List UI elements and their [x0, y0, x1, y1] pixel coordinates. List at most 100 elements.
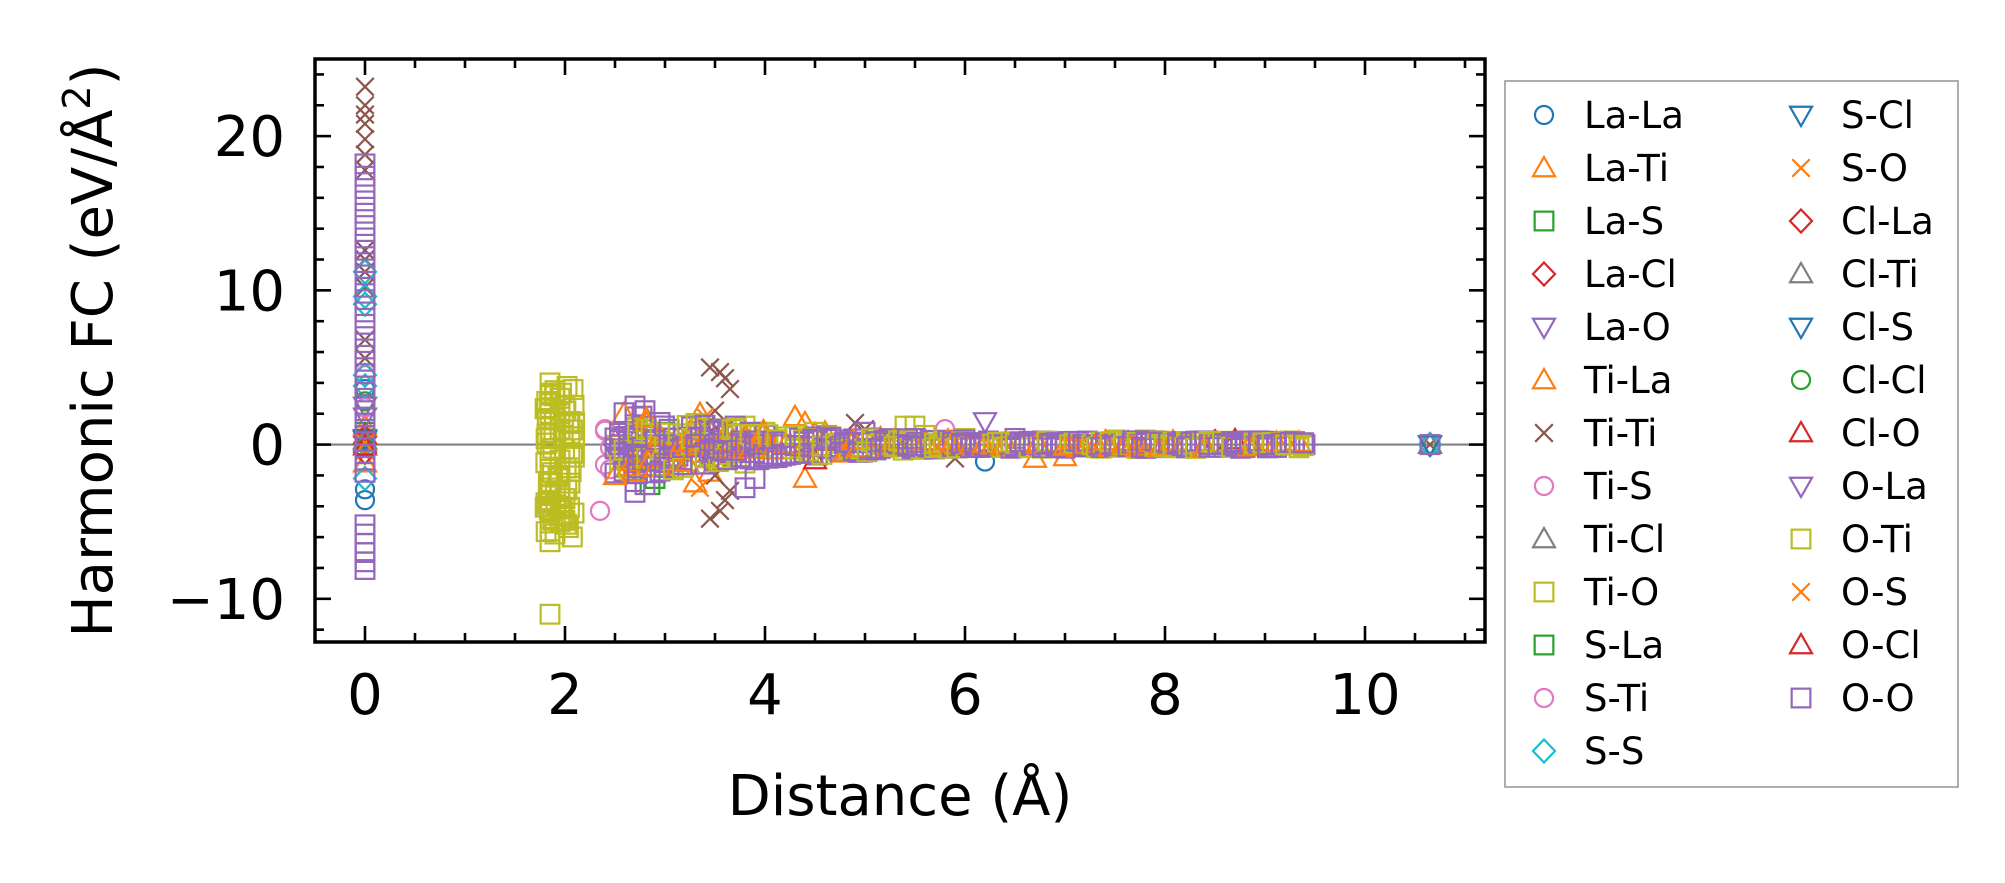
legend-marker — [1788, 419, 1814, 443]
legend-entry: Ti-Ti — [1534, 412, 1657, 455]
data-point — [534, 398, 556, 419]
legend-label: Cl-Ti — [1841, 253, 1919, 296]
legend-label: Cl-Cl — [1841, 359, 1927, 402]
x-tick-label: 2 — [547, 663, 583, 728]
data-point — [354, 276, 376, 298]
data-point — [715, 368, 735, 388]
data-point — [802, 446, 828, 470]
data-point — [352, 465, 378, 492]
axis-tick-labels: 0 2 4 6 8 10 −10 0 10 20 — [167, 105, 1401, 728]
data-point — [354, 489, 376, 511]
x-tick-label: 6 — [947, 663, 983, 728]
legend-label: Ti-Ti — [1583, 412, 1657, 455]
y-axis-label-superscript: 2 — [55, 85, 99, 109]
legend-marker — [1531, 525, 1557, 549]
data-point — [354, 215, 376, 237]
legend-label: S-La — [1584, 624, 1664, 667]
legend-marker — [1788, 317, 1814, 341]
legend-entry: La-La — [1533, 94, 1684, 137]
data-point — [563, 394, 585, 416]
data-point — [354, 387, 376, 409]
data-point — [715, 490, 735, 510]
legend-entry: Ti-La — [1531, 359, 1672, 402]
data-point — [555, 457, 577, 479]
data-point — [539, 393, 561, 415]
legend-label: Ti-O — [1583, 571, 1659, 614]
data-point — [710, 501, 730, 521]
legend-marker — [1534, 423, 1554, 443]
data-point — [354, 252, 376, 274]
legend-label: Cl-La — [1841, 200, 1934, 243]
legend-label: S-O — [1841, 147, 1908, 190]
legend-label: Cl-S — [1841, 306, 1914, 349]
legend-label: S-S — [1584, 730, 1644, 773]
data-point — [354, 190, 376, 212]
data-point — [972, 412, 998, 435]
data-point — [354, 239, 376, 261]
data-point — [355, 433, 375, 453]
data-point — [354, 559, 376, 580]
data-point — [556, 479, 578, 501]
data-point — [700, 509, 720, 529]
data-point — [355, 114, 375, 134]
data-point — [354, 338, 376, 360]
legend-box — [1504, 80, 1959, 788]
legend-marker — [1788, 105, 1814, 129]
legend-label: La-La — [1584, 94, 1684, 137]
data-point — [1417, 431, 1443, 454]
data-point — [589, 500, 611, 522]
legend-label: La-Cl — [1584, 253, 1677, 296]
legend-label: S-Cl — [1841, 94, 1914, 137]
data-point — [354, 178, 376, 200]
data-point — [354, 326, 376, 348]
y-tick-label: −10 — [167, 568, 285, 633]
legend-marker — [1533, 475, 1555, 497]
data-point — [354, 437, 376, 459]
y-tick-label: 20 — [214, 105, 285, 170]
legend-marker — [1788, 260, 1814, 284]
data-point — [354, 313, 376, 335]
legend-marker — [1533, 687, 1555, 709]
data-point — [355, 95, 375, 115]
legend-entry: S-La — [1533, 624, 1664, 667]
data-point — [562, 419, 583, 441]
series-ti-o — [354, 372, 1441, 625]
data-point — [355, 277, 375, 297]
data-point — [355, 77, 375, 97]
data-point — [540, 382, 562, 404]
legend-label: Ti-S — [1583, 465, 1653, 508]
legend-entry: La-S — [1533, 200, 1664, 243]
axis-ticks — [313, 59, 1485, 642]
legend-entry: Cl-Ti — [1788, 253, 1919, 296]
legend-entry: O-O — [1790, 677, 1915, 720]
legend-marker — [1533, 634, 1555, 656]
data-point — [354, 449, 376, 471]
legend-marker — [1788, 207, 1814, 235]
legend-marker — [1531, 737, 1557, 765]
x-tick-label: 4 — [747, 663, 783, 728]
data-point — [544, 480, 566, 502]
legend-entry: O-Ti — [1790, 518, 1913, 561]
legend-marker — [1531, 366, 1557, 390]
data-point — [354, 153, 376, 175]
legend-label: O-La — [1841, 465, 1928, 508]
data-point — [1419, 434, 1441, 456]
data-point — [539, 603, 561, 625]
legend-marker — [1533, 210, 1555, 232]
legend-marker — [1788, 631, 1814, 655]
legend-marker — [1788, 476, 1814, 500]
data-point — [354, 400, 376, 422]
legend-label: La-S — [1584, 200, 1664, 243]
data-point — [354, 363, 376, 385]
data-point — [562, 379, 584, 400]
data-point — [354, 479, 376, 500]
y-tick-label: 10 — [214, 259, 285, 324]
legend-entry: S-Cl — [1788, 94, 1914, 137]
legend-label: S-Ti — [1584, 677, 1649, 720]
legend-entry: La-Ti — [1531, 147, 1669, 190]
legend-marker — [1790, 528, 1812, 550]
data-point — [633, 405, 660, 428]
legend-label: O-O — [1841, 677, 1915, 720]
data-point — [354, 412, 376, 434]
